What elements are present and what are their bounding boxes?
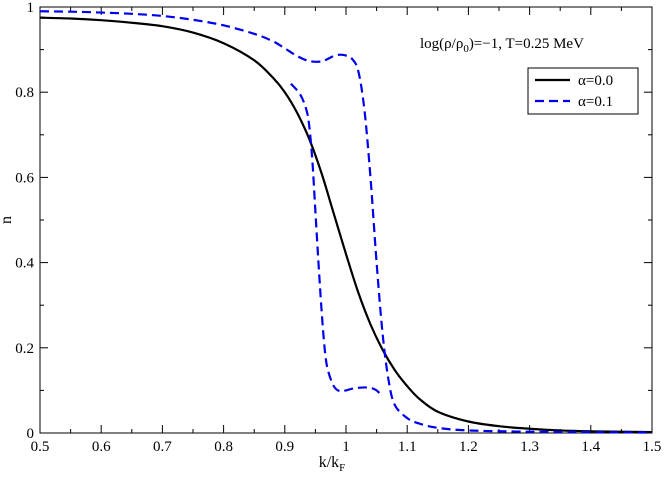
x-tick-label: 1.1 (398, 439, 417, 455)
series-line-1-branch-0 (39, 10, 653, 434)
x-tick-label: 1.2 (459, 439, 478, 455)
series-line-0-branch-0 (39, 16, 653, 434)
x-tick-label: 0.9 (275, 439, 294, 455)
legend-box (527, 67, 639, 115)
annotation-prefix: log(ρ/ρ (420, 36, 463, 52)
annotation-subscript: 0 (463, 43, 469, 55)
annotation: log(ρ/ρ0)=−1, T=0.25 MeV (420, 36, 584, 55)
y-tick-label: 0 (27, 426, 35, 442)
series-layer (39, 10, 653, 434)
x-tick-label: 1.4 (581, 439, 600, 455)
x-tick-label: 0.7 (153, 439, 172, 455)
x-tick-label: 0.6 (92, 439, 111, 455)
y-tick-label: 0.2 (15, 341, 34, 357)
x-tick-label: 0.5 (31, 439, 50, 455)
y-tick-label: 1 (27, 0, 35, 16)
legend: α=0.0 α=0.1 (527, 67, 639, 115)
annotation-suffix: )=−1, T=0.25 MeV (469, 36, 584, 52)
y-tick-label: 0.8 (15, 85, 34, 101)
y-tick-label: 0.4 (15, 256, 34, 272)
x-axis-label-subscript: F (339, 462, 345, 474)
ticks (39, 6, 653, 434)
x-tick-label: 1 (342, 439, 350, 455)
legend-label-alpha-0: α=0.0 (578, 73, 613, 89)
series-line-1-branch-1 (290, 82, 384, 398)
x-tick-label: 0.8 (214, 439, 233, 455)
y-tick-label: 0.6 (15, 170, 34, 186)
x-axis-label-main: k/k (319, 454, 339, 471)
legend-label-alpha-1: α=0.1 (578, 94, 613, 110)
x-tick-label: 1.3 (520, 439, 539, 455)
y-axis-label: n (0, 216, 15, 224)
tick-labels: 0.5 0.6 0.7 0.8 0.9 1 1.1 1.2 1.3 1.4 1.5 0 0.2 0.4 0.… (15, 0, 661, 455)
x-tick-label: 1.5 (643, 439, 662, 455)
x-axis-label: k/kF (319, 454, 346, 474)
